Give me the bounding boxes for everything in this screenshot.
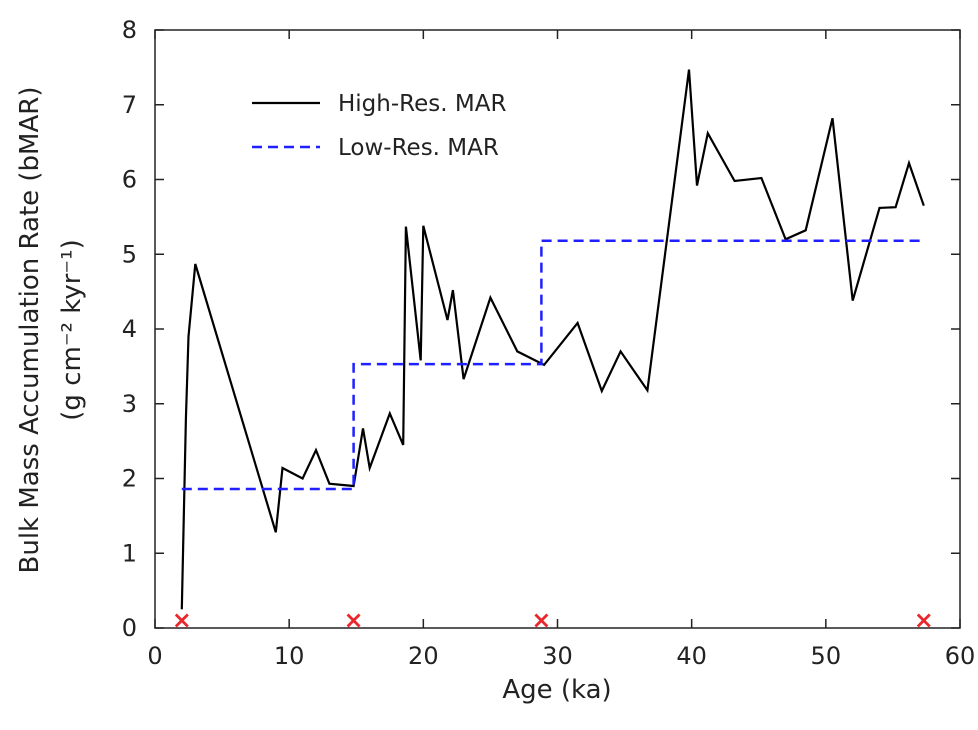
x-tick-label-2: 20 [408, 642, 439, 670]
x-axis-ticks: 0 10 20 30 40 50 60 [147, 30, 975, 670]
x-tick-label-1: 10 [274, 642, 305, 670]
y-axis-title: Bulk Mass Accumulation Rate (bMAR) (g cm… [15, 87, 87, 574]
legend-label-low-res: Low-Res. MAR [338, 135, 499, 161]
y-tick-label-2: 2 [122, 465, 137, 493]
x-tick-label-0: 0 [147, 642, 162, 670]
y-tick-label-8: 8 [122, 16, 137, 44]
y-tick-label-1: 1 [122, 539, 137, 567]
y-tick-label-4: 4 [122, 315, 137, 343]
x-tick-label-4: 40 [676, 642, 707, 670]
series-layer [180, 69, 925, 610]
x-tick-label-6: 60 [945, 642, 976, 670]
legend-label-high-res: High-Res. MAR [338, 91, 506, 117]
plot-area-frame [154, 29, 961, 629]
marker-layer [174, 613, 931, 628]
y-tick-label-7: 7 [122, 91, 137, 119]
x-marker-0 [174, 613, 189, 628]
legend: High-Res. MAR Low-Res. MAR [252, 91, 506, 161]
series-line-high-res [180, 69, 925, 610]
y-tick-label-3: 3 [122, 390, 137, 418]
y-tick-label-5: 5 [122, 240, 137, 268]
y-axis-ticks: 0 1 2 3 4 5 6 7 8 [122, 16, 960, 642]
x-tick-label-3: 30 [542, 642, 573, 670]
y-tick-label-6: 6 [122, 166, 137, 194]
x-marker-3 [916, 613, 931, 628]
x-tick-label-5: 50 [811, 642, 842, 670]
x-marker-1 [346, 613, 361, 628]
y-axis-title-line2: (g cm⁻² kyr⁻¹) [57, 239, 87, 420]
x-axis-title: Age (ka) [502, 675, 611, 705]
x-marker-2 [534, 613, 549, 628]
y-tick-label-0: 0 [122, 614, 137, 642]
series-line-low-res [181, 239, 924, 491]
y-axis-title-line1: Bulk Mass Accumulation Rate (bMAR) [15, 87, 45, 574]
